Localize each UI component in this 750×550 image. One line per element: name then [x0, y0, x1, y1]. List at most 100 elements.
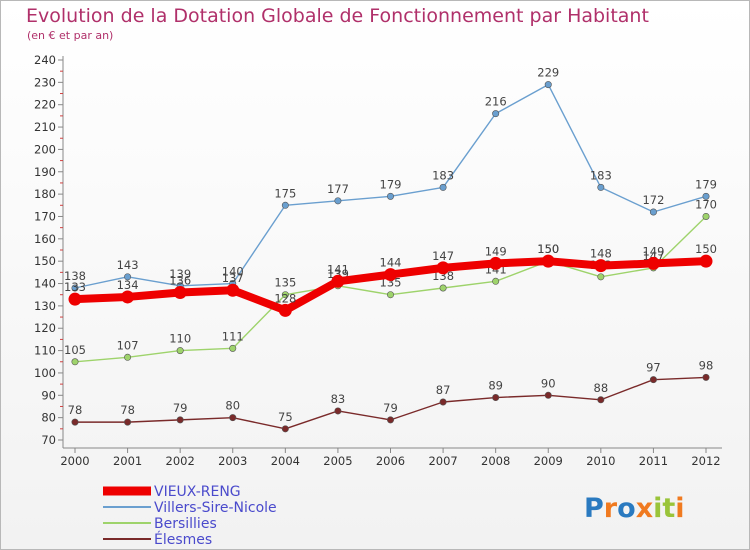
- data-label: 78: [68, 403, 83, 417]
- series--lesmes: 78 78 79 80 75 83 79 87 89 90 88 97 98: [68, 358, 713, 433]
- data-label: 216: [485, 95, 507, 109]
- data-point: [384, 268, 397, 282]
- data-point: [124, 418, 132, 426]
- logo-letter: i: [675, 493, 684, 524]
- series-villers-sire-nicole: 138 143 139 140 175 177 179 183 216 229 183 172 179: [64, 66, 717, 292]
- data-label: 89: [488, 379, 503, 393]
- data-label: 87: [436, 383, 451, 397]
- data-label: 79: [383, 401, 398, 415]
- data-point: [71, 284, 79, 292]
- data-label: 148: [590, 247, 612, 261]
- data-point: [226, 283, 240, 297]
- data-point: [597, 273, 605, 281]
- data-point: [439, 284, 447, 292]
- data-label: 229: [537, 66, 559, 80]
- data-label: 78: [120, 403, 135, 417]
- y-tick-label: 170: [34, 209, 56, 223]
- x-tick-label: 2003: [218, 454, 247, 468]
- data-label: 90: [541, 376, 556, 390]
- x-tick-label: 2006: [376, 454, 405, 468]
- x-tick-label: 2000: [60, 454, 89, 468]
- y-tick-label: 190: [34, 165, 56, 179]
- logo-letter: i: [653, 493, 662, 524]
- data-label: 140: [222, 265, 244, 279]
- data-point: [173, 285, 187, 299]
- data-label: 110: [169, 332, 191, 346]
- y-tick-label: 230: [34, 75, 56, 89]
- data-point: [699, 254, 713, 268]
- x-tick-label: 2007: [428, 454, 457, 468]
- data-label: 133: [64, 280, 86, 294]
- legend-label: VIEUX-RENG: [154, 484, 241, 500]
- data-label: 144: [380, 256, 402, 270]
- y-tick-label: 100: [34, 366, 56, 380]
- x-tick-label: 2005: [323, 454, 352, 468]
- data-point: [121, 290, 135, 304]
- data-label: 141: [327, 262, 349, 276]
- data-point: [331, 274, 345, 288]
- data-point: [386, 192, 394, 200]
- data-point: [334, 407, 342, 415]
- data-label: 128: [274, 291, 296, 305]
- legend-label: Villers-Sire-Nicole: [154, 500, 277, 516]
- data-point: [386, 416, 394, 424]
- data-point: [229, 414, 237, 422]
- data-label: 139: [169, 267, 191, 281]
- data-label: 111: [222, 329, 244, 343]
- data-point: [489, 256, 503, 270]
- data-point: [124, 353, 132, 361]
- data-label: 147: [432, 249, 454, 263]
- x-tick-label: 2011: [639, 454, 668, 468]
- data-label: 107: [117, 338, 139, 352]
- data-point: [492, 110, 500, 118]
- chart-subtitle: (en € et par an): [27, 29, 113, 42]
- data-point: [124, 273, 132, 281]
- data-label: 105: [64, 343, 86, 357]
- data-label: 150: [537, 242, 559, 256]
- y-tick-label: 150: [34, 254, 56, 268]
- data-label: 143: [117, 258, 139, 272]
- x-tick-label: 2004: [271, 454, 300, 468]
- series-bersillies: 105107110111135139135138141150143147170: [64, 197, 717, 366]
- data-point: [71, 418, 79, 426]
- x-tick-label: 2001: [113, 454, 142, 468]
- y-tick-label: 210: [34, 120, 56, 134]
- y-tick-label: 120: [34, 321, 56, 335]
- data-label: 183: [590, 168, 612, 182]
- data-label: 179: [380, 177, 402, 191]
- y-tick-label: 180: [34, 187, 56, 201]
- data-label: 75: [278, 410, 293, 424]
- data-point: [492, 394, 500, 402]
- y-tick-label: 80: [41, 411, 56, 425]
- data-label: 138: [64, 269, 86, 283]
- data-point: [176, 416, 184, 424]
- logo-letter: o: [617, 493, 636, 524]
- y-tick-label: 110: [34, 344, 56, 358]
- x-tick-label: 2008: [481, 454, 510, 468]
- data-point: [229, 344, 237, 352]
- data-label: 177: [327, 182, 349, 196]
- data-label: 175: [274, 186, 296, 200]
- data-point: [436, 261, 450, 275]
- data-label: 80: [225, 399, 240, 413]
- y-tick-label: 200: [34, 142, 56, 156]
- y-tick-label: 220: [34, 98, 56, 112]
- data-point: [176, 347, 184, 355]
- y-tick-label: 160: [34, 232, 56, 246]
- data-point: [702, 192, 710, 200]
- data-label: 135: [274, 276, 296, 290]
- data-point: [281, 201, 289, 209]
- data-point: [544, 81, 552, 89]
- logo-letter: P: [584, 493, 604, 524]
- plot-area: 78 78 79 80 75 83 79 87 89 90 88 97 98 105 107 110 111 13…: [64, 66, 717, 433]
- data-label: 88: [594, 381, 609, 395]
- proxiti-logo: Proxiti: [584, 493, 685, 524]
- x-tick-label: 2009: [534, 454, 563, 468]
- data-label: 136: [169, 273, 191, 287]
- logo-letter: t: [662, 493, 675, 524]
- x-tick-label: 2012: [691, 454, 720, 468]
- data-point: [439, 398, 447, 406]
- data-point: [597, 183, 605, 191]
- logo-letter: x: [636, 493, 653, 524]
